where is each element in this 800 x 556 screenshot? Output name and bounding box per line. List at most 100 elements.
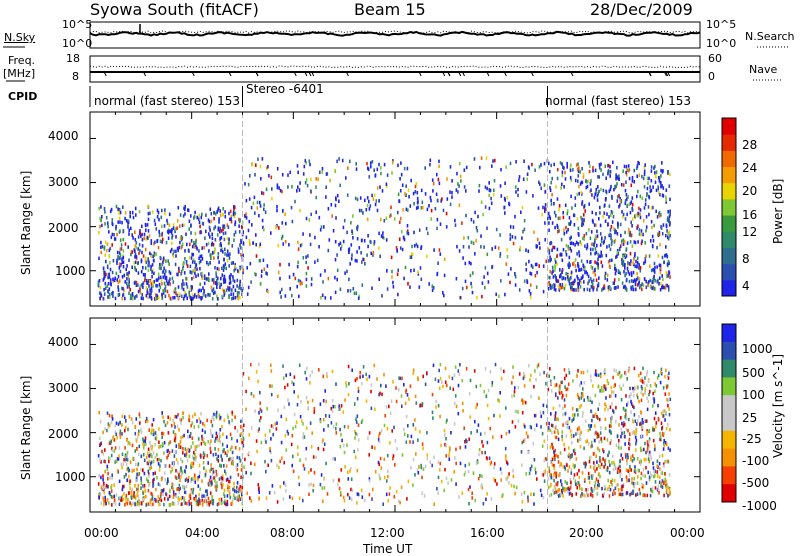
power-echo (550, 241, 552, 245)
velocity-echo (462, 409, 464, 413)
power-echo (350, 289, 352, 293)
power-echo (425, 192, 427, 196)
velocity-echo (608, 382, 610, 386)
velocity-echo (169, 417, 171, 421)
velocity-echo (310, 421, 312, 425)
power-echo (233, 285, 235, 289)
power-echo (235, 212, 237, 216)
power-echo (194, 215, 196, 219)
power-echo (634, 169, 636, 173)
power-echo (633, 280, 635, 284)
velocity-echo (447, 481, 449, 485)
velocity-echo (158, 427, 160, 431)
power-echo (556, 255, 558, 259)
velocity-echo (272, 425, 274, 429)
velocity-echo (127, 428, 129, 432)
velocity-echo (245, 471, 247, 475)
velocity-echo (493, 478, 495, 482)
velocity-echo (102, 478, 104, 482)
power-echo (164, 224, 166, 228)
velocity-echo (265, 440, 267, 444)
power-echo (117, 251, 119, 255)
velocity-echo (246, 492, 248, 496)
power-echo (588, 228, 590, 232)
power-echo (204, 236, 206, 240)
power-echo (374, 240, 376, 244)
power-echo (652, 281, 654, 285)
velocity-echo (135, 463, 137, 467)
power-echo (590, 248, 592, 252)
power-echo (400, 189, 402, 193)
power-echo (195, 232, 197, 236)
velocity-echo (641, 434, 643, 438)
velocity-echo (283, 461, 285, 465)
velocity-echo (254, 409, 256, 413)
power-echo (171, 242, 173, 246)
power-echo (304, 165, 306, 169)
power-echo (228, 241, 230, 245)
power-echo (142, 297, 144, 301)
power-echo (504, 197, 506, 201)
velocity-echo (107, 472, 109, 476)
power-echo (557, 177, 559, 181)
velocity-echo (637, 457, 639, 461)
power-echo (122, 275, 124, 279)
velocity-echo (341, 468, 343, 472)
power-echo (213, 287, 215, 291)
power-echo (655, 181, 657, 185)
power-echo (288, 243, 290, 247)
velocity-echo (615, 369, 617, 373)
power-echo (108, 273, 110, 277)
velocity-echo (427, 453, 429, 457)
velocity-echo (230, 496, 232, 500)
velocity-echo (647, 471, 649, 475)
power-echo (399, 221, 401, 225)
velocity-echo (533, 493, 535, 497)
power-echo (599, 211, 601, 215)
power-echo (496, 228, 498, 232)
velocity-echo (105, 499, 107, 503)
velocity-echo (626, 475, 628, 479)
power-echo (553, 275, 555, 279)
power-echo (121, 221, 123, 225)
power-echo (342, 159, 344, 163)
velocity-echo (109, 457, 111, 461)
velocity-echo (381, 466, 383, 470)
velocity-echo (157, 458, 159, 462)
power-echo (162, 270, 164, 274)
velocity-echo (204, 424, 206, 428)
velocity-echo (193, 457, 195, 461)
velocity-echo (188, 418, 190, 422)
velocity-echo (306, 447, 308, 451)
velocity-echo (432, 393, 434, 397)
power-echo (203, 293, 205, 297)
power-echo (488, 280, 490, 284)
velocity-echo (162, 493, 164, 497)
velocity-echo (530, 493, 532, 497)
power-echo (161, 225, 163, 229)
power-echo (262, 219, 264, 223)
power-echo (614, 267, 616, 271)
velocity-echo (451, 478, 453, 482)
power-echo (351, 230, 353, 234)
power-echo (244, 182, 246, 186)
velocity-echo (431, 464, 433, 468)
velocity-echo (199, 488, 201, 492)
power-echo (259, 201, 261, 205)
power-echo (281, 288, 283, 292)
power-echo (119, 217, 121, 221)
velocity-echo (119, 421, 121, 425)
power-echo (112, 223, 114, 227)
velocity-echo (512, 469, 514, 473)
power-echo (473, 242, 475, 246)
power-echo (321, 225, 323, 229)
velocity-echo (103, 503, 105, 507)
power-echo (608, 215, 610, 219)
velocity-echo (464, 473, 466, 477)
power-echo (190, 224, 192, 228)
power-echo (549, 249, 551, 253)
power-echo (662, 284, 664, 288)
velocity-echo (454, 456, 456, 460)
velocity-echo (469, 392, 471, 396)
velocity-echo (153, 418, 155, 422)
